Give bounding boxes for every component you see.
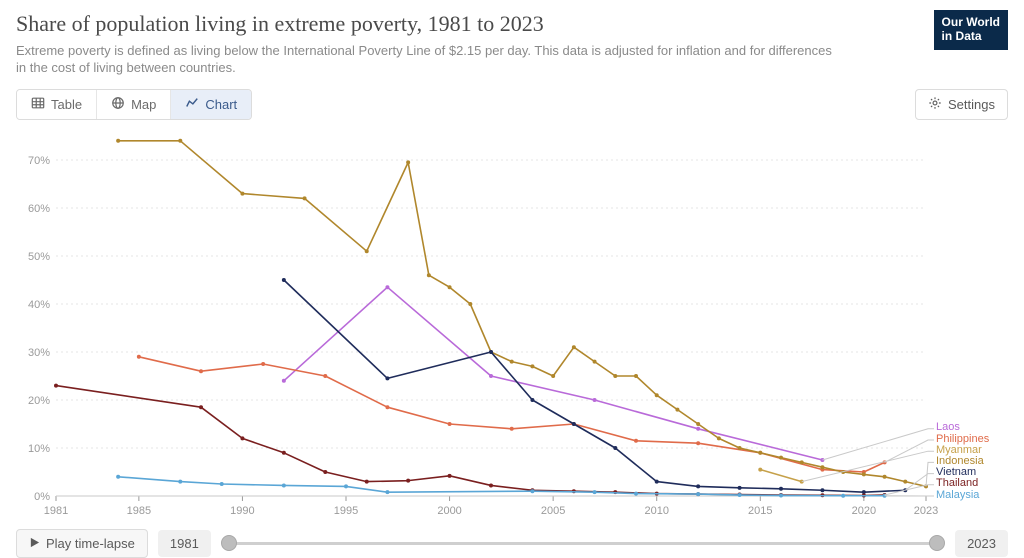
play-label: Play time-lapse [46, 536, 135, 551]
svg-text:1990: 1990 [230, 505, 254, 517]
svg-text:2023: 2023 [914, 505, 938, 517]
chart-title: Share of population living in extreme po… [16, 10, 1008, 38]
view-tabs: Table Map Chart [16, 89, 252, 120]
play-icon [29, 536, 40, 551]
header: Our World in Data Share of population li… [16, 10, 1008, 77]
slider-track [229, 542, 937, 545]
svg-text:1981: 1981 [44, 505, 68, 517]
gear-icon [928, 96, 942, 113]
time-controls: Play time-lapse 1981 2023 [16, 529, 1008, 558]
svg-text:2000: 2000 [437, 505, 461, 517]
legend-item-philippines[interactable]: Philippines [936, 434, 989, 445]
slider-start-knob[interactable] [221, 535, 237, 551]
legend-item-malaysia[interactable]: Malaysia [936, 490, 979, 501]
toolbar: Table Map Chart Settings [16, 89, 1008, 120]
settings-button[interactable]: Settings [915, 89, 1008, 120]
svg-text:1995: 1995 [334, 505, 358, 517]
globe-icon [111, 96, 125, 113]
svg-text:50%: 50% [28, 251, 50, 263]
svg-text:2015: 2015 [748, 505, 772, 517]
chart-area: 0% 10% 20% 30% 40% 50% 60% 70% 1981 1985 1990 1995 2… [16, 128, 1008, 523]
play-time-lapse-button[interactable]: Play time-lapse [16, 529, 148, 558]
logo-line2: in Data [942, 30, 1000, 44]
svg-text:10%: 10% [28, 443, 50, 455]
slider-end-knob[interactable] [929, 535, 945, 551]
tab-table-label: Table [51, 97, 82, 112]
logo-line1: Our World [942, 16, 1000, 30]
svg-text:70%: 70% [28, 155, 50, 167]
end-year-chip[interactable]: 2023 [955, 530, 1008, 557]
legend-item-thailand[interactable]: Thailand [936, 478, 978, 489]
chart-subtitle: Extreme poverty is defined as living bel… [16, 42, 836, 77]
tab-chart[interactable]: Chart [171, 90, 251, 119]
svg-text:40%: 40% [28, 299, 50, 311]
svg-text:60%: 60% [28, 203, 50, 215]
svg-text:20%: 20% [28, 395, 50, 407]
svg-text:2020: 2020 [852, 505, 876, 517]
tab-chart-label: Chart [205, 97, 237, 112]
svg-text:1985: 1985 [127, 505, 151, 517]
owid-logo[interactable]: Our World in Data [934, 10, 1008, 50]
table-icon [31, 96, 45, 113]
chart-icon [185, 96, 199, 113]
tab-map-label: Map [131, 97, 156, 112]
tab-map[interactable]: Map [97, 90, 171, 119]
svg-text:0%: 0% [34, 491, 50, 503]
line-chart[interactable]: 0% 10% 20% 30% 40% 50% 60% 70% 1981 1985 1990 1995 2… [16, 128, 1008, 523]
time-slider[interactable] [221, 533, 945, 553]
svg-text:2010: 2010 [644, 505, 668, 517]
settings-label: Settings [948, 97, 995, 112]
tab-table[interactable]: Table [17, 90, 97, 119]
svg-text:30%: 30% [28, 347, 50, 359]
svg-text:2005: 2005 [541, 505, 565, 517]
start-year-chip[interactable]: 1981 [158, 530, 211, 557]
legend-item-laos[interactable]: Laos [936, 422, 960, 433]
